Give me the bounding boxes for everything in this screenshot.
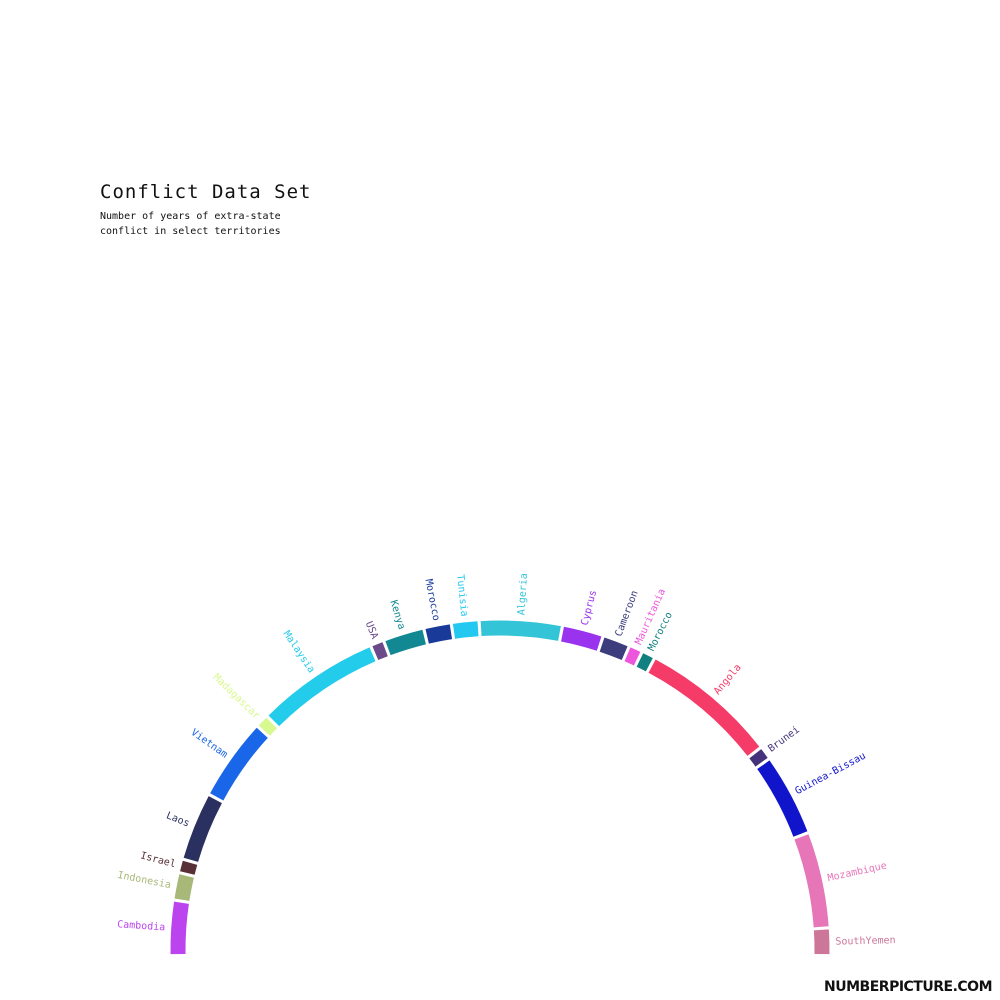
- arc-segment-southyemen: [813, 929, 830, 955]
- arc-segment-madagascar: [258, 717, 277, 736]
- arc-segment-cyprus: [561, 626, 602, 651]
- arc-segment-malaysia: [268, 647, 376, 727]
- arc-segment-mozambique: [794, 834, 829, 928]
- arc-segment-angola: [648, 659, 760, 756]
- arc-segment-mauritania: [624, 647, 641, 666]
- arc-segment-morocco: [636, 653, 653, 672]
- arc-label-israel: Israel: [139, 850, 177, 870]
- arc-segment-guinea-bissau: [757, 760, 808, 837]
- arc-segment-morocco: [425, 624, 453, 644]
- arc-label-morocco: Morocco: [423, 578, 442, 621]
- arc-label-cyprus: Cyprus: [580, 589, 600, 627]
- arc-label-usa: USA: [363, 620, 380, 641]
- arc-label-tunisia: Tunisia: [454, 574, 469, 617]
- arc-label-malaysia: Malaysia: [281, 629, 317, 675]
- arc-label-guinea-bissau: Guinea-Bissau: [794, 751, 868, 798]
- arc-label-algeria: Algeria: [516, 573, 530, 616]
- chart-title: Conflict Data Set: [100, 181, 312, 203]
- arc-label-kenya: Kenya: [387, 599, 406, 631]
- arc-segment-brunei: [749, 749, 768, 767]
- chart-subtitle: Number of years of extra-state conflict …: [100, 211, 281, 237]
- arc-label-angola: Angola: [712, 662, 744, 697]
- arc-segment-laos: [183, 796, 222, 862]
- arc-segment-usa: [372, 642, 388, 661]
- arc-segment-cambodia: [170, 901, 189, 955]
- arc-segment-algeria: [480, 620, 561, 641]
- arc-segment-indonesia: [174, 874, 194, 901]
- arc-label-indonesia: Indonesia: [116, 870, 171, 891]
- arc-segment-cameroon: [599, 637, 628, 661]
- arc-label-cambodia: Cambodia: [117, 919, 166, 933]
- arc-label-southyemen: SouthYemen: [835, 935, 895, 947]
- arc-segment-vietnam: [210, 727, 268, 801]
- arc-segment-israel: [180, 860, 198, 875]
- arc-label-brunei: Brunei: [766, 724, 802, 754]
- watermark: NUMBERPICTURE.COM: [824, 979, 992, 995]
- arc-segment-kenya: [385, 629, 426, 656]
- arc-label-vietnam: Vietnam: [189, 727, 230, 760]
- arc-label-madagascar: Madagascar: [211, 672, 262, 722]
- arc-label-cameroon: Cameroon: [614, 589, 641, 638]
- arc-label-laos: Laos: [164, 810, 190, 829]
- arc-label-mozambique: Mozambique: [827, 861, 888, 885]
- arc-segment-tunisia: [452, 621, 479, 639]
